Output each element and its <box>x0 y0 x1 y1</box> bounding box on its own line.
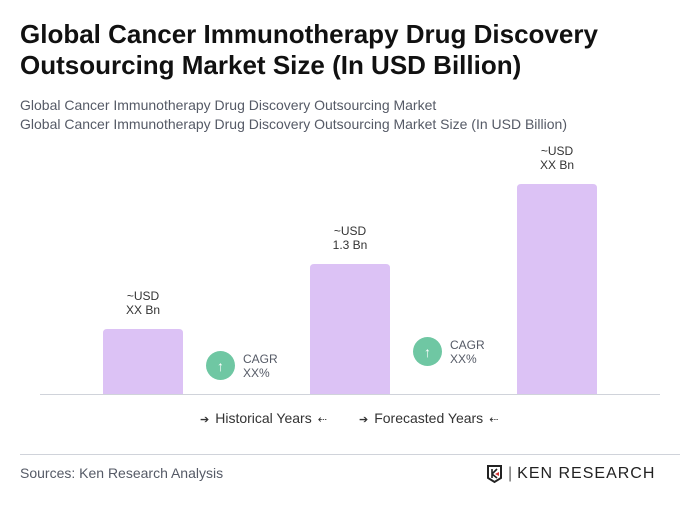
cagr-badge: ↑ CAGR XX% <box>413 337 485 366</box>
bar <box>517 184 597 394</box>
data-label-line: ~USD <box>126 289 160 303</box>
data-label-line: ~USD <box>333 224 367 238</box>
data-label-line: XX Bn <box>539 158 575 172</box>
arrow-right-icon: ➔ <box>200 414 210 426</box>
cagr-label: CAGR <box>450 337 485 352</box>
arrow-up-icon: ↑ <box>413 337 442 366</box>
logo-text: KEN RESEARCH <box>517 465 656 482</box>
x-axis-line <box>40 394 660 395</box>
cagr-badge: ↑ CAGR XX% <box>206 351 278 380</box>
bar <box>103 329 183 394</box>
footer-divider <box>20 454 680 455</box>
cagr-value: XX% <box>243 365 270 380</box>
arrow-left-icon: ⇠ <box>317 414 327 426</box>
data-label-line: ~USD <box>540 144 574 158</box>
cagr-label: CAGR <box>243 351 278 366</box>
subtitle: Global Cancer Immunotherapy Drug Discove… <box>20 97 437 113</box>
ken-research-logo: | KEN RESEARCH <box>486 464 655 484</box>
data-label-line: 1.3 Bn <box>332 238 368 252</box>
legend-label: Forecasted Years <box>374 410 484 426</box>
page-title: Global Cancer Immunotherapy Drug Discove… <box>20 19 598 80</box>
data-label-line: XX Bn <box>125 303 161 317</box>
subtitle-secondary: Global Cancer Immunotherapy Drug Discove… <box>20 116 567 132</box>
data-label: ~USD XX Bn <box>93 289 193 317</box>
legend-label: Historical Years <box>215 410 312 426</box>
arrow-left-icon: ⇠ <box>489 414 499 426</box>
source-text: Sources: Ken Research Analysis <box>20 465 224 481</box>
bar <box>310 264 390 394</box>
cagr-value: XX% <box>450 351 477 366</box>
arrow-up-icon: ↑ <box>206 351 235 380</box>
legend-historical: ➔ Historical Years ⇠ <box>194 410 333 426</box>
data-label: ~USD 1.3 Bn <box>300 224 400 252</box>
legend-forecasted: ➔ Forecasted Years ⇠ <box>353 410 504 426</box>
data-label: ~USD XX Bn <box>507 144 607 172</box>
arrow-right-icon: ➔ <box>359 414 369 426</box>
ken-logo-icon <box>487 465 502 484</box>
